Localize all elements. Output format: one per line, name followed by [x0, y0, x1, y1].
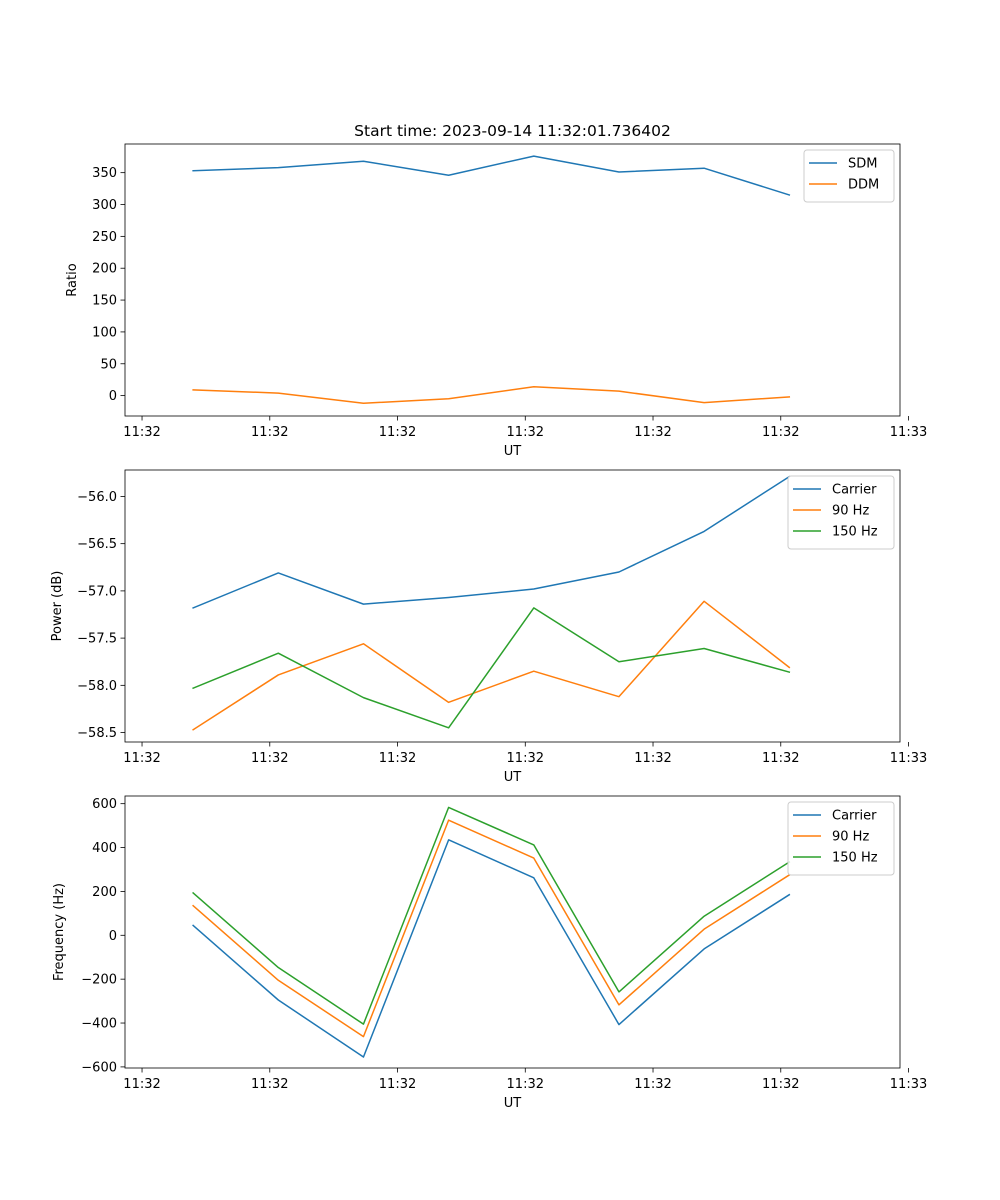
- y-axis-label: Power (dB): [50, 571, 65, 642]
- y-tick-label: 250: [92, 230, 117, 245]
- x-tick-label: 11:32: [634, 1077, 671, 1092]
- y-tick-label: 50: [100, 357, 117, 372]
- x-tick-label: 11:32: [251, 751, 288, 766]
- y-tick-label: −57.0: [77, 584, 117, 599]
- x-tick-label: 11:32: [762, 751, 799, 766]
- x-axis-label: UT: [504, 770, 522, 785]
- x-tick-label: 11:33: [890, 751, 927, 766]
- x-axis-label: UT: [504, 444, 522, 459]
- legend-label: DDM: [848, 178, 879, 193]
- x-tick-label: 11:32: [634, 425, 671, 440]
- x-tick-label: 11:32: [634, 751, 671, 766]
- legend: Carrier 90 Hz 150 Hz: [787, 801, 895, 876]
- figure-title: Start time: 2023-09-14 11:32:01.736402: [354, 122, 671, 140]
- axes-frame: [124, 143, 901, 417]
- panel-2: 11:32 11:32 11:32 11:32 11:32 11:32 11:33 −58.5…: [50, 469, 927, 785]
- y-tick-label: 150: [92, 294, 117, 309]
- y-tick-label: 350: [92, 166, 117, 181]
- y-tick-label: 200: [92, 262, 117, 277]
- y-tick-label: 300: [92, 198, 117, 213]
- y-tick-label: 100: [92, 325, 117, 340]
- legend-label: 150 Hz: [832, 525, 878, 540]
- series-line-carrier: [192, 475, 791, 609]
- y-axis-label: Ratio: [65, 263, 80, 296]
- legend: Carrier 90 Hz 150 Hz: [787, 475, 895, 550]
- y-tick-label: 400: [92, 841, 117, 856]
- y-tick-label: −56.5: [77, 537, 117, 552]
- x-axis-label: UT: [504, 1096, 522, 1111]
- axes-frame: [124, 469, 901, 743]
- y-tick-label: −58.0: [77, 679, 117, 694]
- x-tick-label: 11:32: [507, 1077, 544, 1092]
- series-line-ddm: [192, 385, 791, 405]
- x-tick-label: 11:32: [251, 425, 288, 440]
- x-tick-label: 11:32: [379, 751, 416, 766]
- series-line-150-hz: [192, 806, 791, 1025]
- x-tick-label: 11:32: [762, 1077, 799, 1092]
- legend-label: Carrier: [832, 483, 877, 498]
- legend: SDM DDM: [803, 149, 895, 203]
- x-tick-label: 11:32: [123, 751, 160, 766]
- y-tick-label: 600: [92, 797, 117, 812]
- legend-label: 150 Hz: [832, 851, 878, 866]
- y-tick-label: −56.0: [77, 490, 117, 505]
- y-tick-label: −57.5: [77, 632, 117, 647]
- axes-frame: [124, 795, 901, 1069]
- y-tick-label: 200: [92, 885, 117, 900]
- x-tick-label: 11:32: [251, 1077, 288, 1092]
- series-line-90-hz: [192, 600, 791, 731]
- y-tick-label: −200: [81, 973, 117, 988]
- legend-label: SDM: [848, 157, 877, 172]
- x-tick-label: 11:32: [379, 1077, 416, 1092]
- x-tick-label: 11:33: [890, 1077, 927, 1092]
- y-tick-label: −400: [81, 1017, 117, 1032]
- series-line-90-hz: [192, 819, 791, 1038]
- x-tick-label: 11:32: [123, 1077, 160, 1092]
- legend-label: Carrier: [832, 809, 877, 824]
- panel-3: 11:32 11:32 11:32 11:32 11:32 11:32 11:33 −600 −…: [52, 795, 927, 1111]
- legend-label: 90 Hz: [832, 504, 869, 519]
- x-tick-label: 11:33: [890, 425, 927, 440]
- x-tick-label: 11:32: [507, 751, 544, 766]
- y-tick-label: 0: [109, 929, 117, 944]
- series-line-carrier: [192, 839, 791, 1058]
- y-tick-label: −58.5: [77, 726, 117, 741]
- x-tick-label: 11:32: [379, 425, 416, 440]
- series-line-sdm: [192, 155, 791, 196]
- panels: 11:32 11:32 11:32 11:32 11:32 11:32 11:33 0 50 10…: [50, 143, 927, 1111]
- x-tick-label: 11:32: [762, 425, 799, 440]
- panel-1: 11:32 11:32 11:32 11:32 11:32 11:32 11:33 0 50 10…: [65, 143, 927, 459]
- x-tick-label: 11:32: [123, 425, 160, 440]
- y-tick-label: 0: [109, 389, 117, 404]
- series-line-150-hz: [192, 607, 791, 729]
- x-tick-label: 11:32: [507, 425, 544, 440]
- y-tick-label: −600: [81, 1060, 117, 1075]
- legend-label: 90 Hz: [832, 830, 869, 845]
- y-axis-label: Frequency (Hz): [52, 883, 67, 981]
